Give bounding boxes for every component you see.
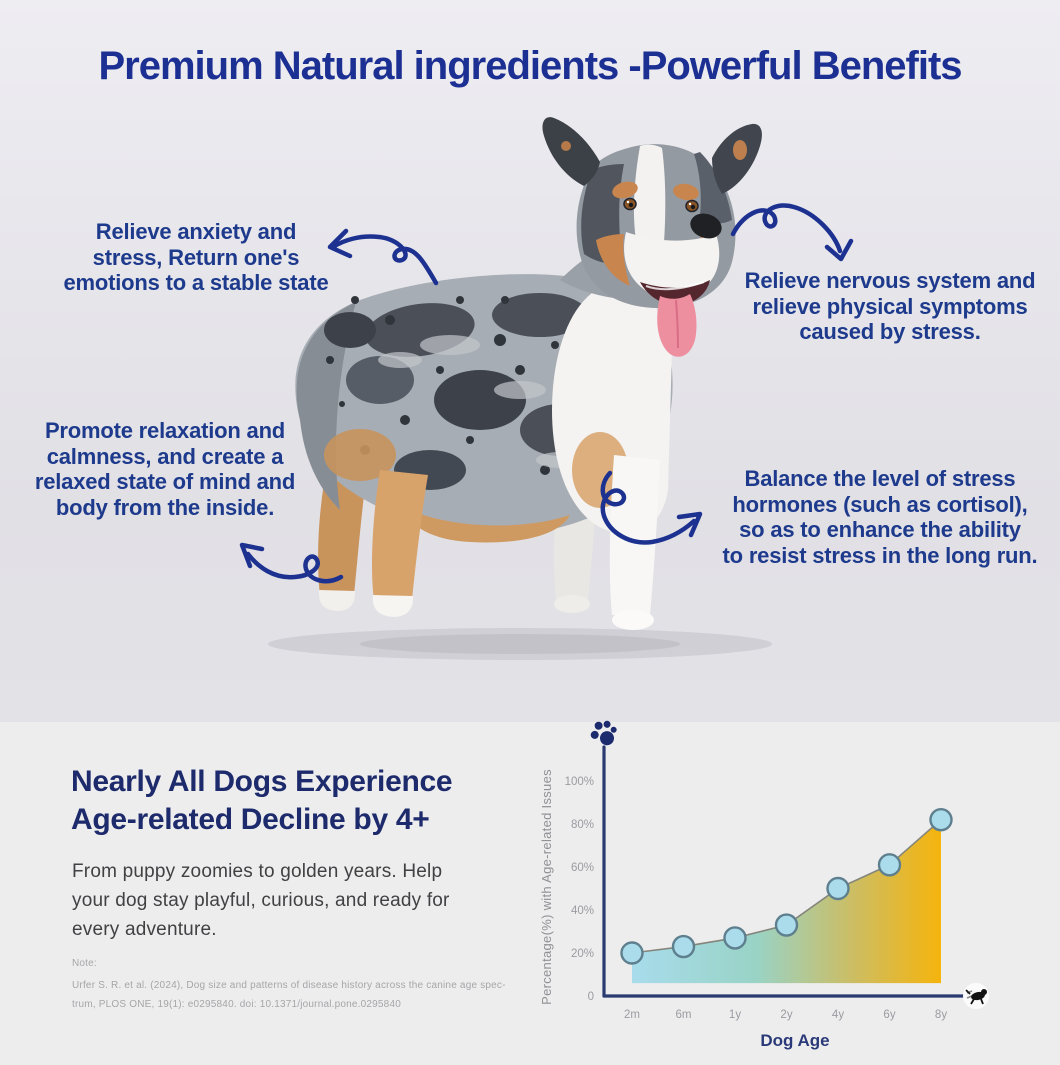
y-tick: 40% bbox=[571, 905, 594, 917]
x-axis-ticks: 2m 6m 1y 2y 4y 6y 8y bbox=[624, 1009, 947, 1021]
y-tick: 80% bbox=[571, 819, 594, 831]
note-label: Note: bbox=[72, 958, 97, 969]
age-decline-chart: 0 20% 40% 60% 80% 100% 2m 6m 1y 2y 4y 6y 8y Percent… bbox=[530, 715, 1060, 1060]
arrow-top-right-icon bbox=[730, 203, 854, 262]
x-tick: 2y bbox=[780, 1009, 792, 1021]
arrow-top-left-icon bbox=[327, 228, 439, 286]
arrow-bottom-left-icon bbox=[239, 542, 344, 584]
stats-body-copy: From puppy zoomies to golden years. Help… bbox=[72, 861, 450, 940]
y-tick: 100% bbox=[565, 776, 594, 788]
dog-photo-illustration bbox=[268, 117, 772, 660]
data-point-6y bbox=[877, 853, 902, 877]
x-tick: 6y bbox=[883, 1009, 895, 1021]
y-tick: 0 bbox=[588, 991, 594, 1003]
arrow-bottom-right-icon bbox=[600, 470, 703, 545]
callout-nervous-system: Relieve nervous system and relieve physi… bbox=[744, 268, 1036, 345]
callout-relaxation: Promote relaxation and calmness, and cre… bbox=[34, 418, 296, 520]
data-point-4y bbox=[826, 876, 850, 901]
x-tick: 2m bbox=[624, 1009, 640, 1021]
callout-cortisol: Balance the level of stress hormones (su… bbox=[722, 466, 1038, 568]
y-tick: 20% bbox=[571, 948, 594, 960]
y-axis-label: Percentage(%) with Age-related Issues bbox=[539, 769, 554, 1005]
x-tick: 6m bbox=[676, 1009, 692, 1021]
chart-data-points bbox=[620, 807, 953, 965]
callout-anxiety: Relieve anxiety and stress, Return one's… bbox=[63, 219, 329, 296]
chart-canvas: 0 20% 40% 60% 80% 100% 2m 6m 1y 2y 4y 6y 8y Percent… bbox=[539, 720, 989, 1050]
x-tick: 1y bbox=[729, 1009, 741, 1021]
chart-area-fill bbox=[632, 819, 941, 984]
x-axis-label: Dog Age bbox=[760, 1031, 829, 1050]
running-dog-icon bbox=[963, 983, 989, 1009]
y-axis-ticks: 0 20% 40% 60% 80% 100% bbox=[565, 776, 594, 1003]
data-point-2y bbox=[774, 913, 799, 937]
page-title: Premium Natural ingredients -Powerful Be… bbox=[98, 44, 962, 88]
y-tick: 60% bbox=[571, 862, 594, 874]
x-tick: 4y bbox=[832, 1009, 844, 1021]
data-point-2m bbox=[620, 941, 644, 965]
hero-artwork bbox=[239, 117, 854, 660]
callout-arrows bbox=[239, 203, 854, 584]
paw-icon bbox=[590, 720, 617, 746]
data-point-8y bbox=[929, 807, 953, 832]
citation-text: Urfer S. R. et al. (2024), Dog size and … bbox=[72, 980, 506, 1010]
stats-heading: Nearly All Dogs Experience Age-related D… bbox=[71, 765, 453, 836]
data-point-1y bbox=[723, 926, 747, 950]
data-point-6m bbox=[671, 934, 696, 959]
x-tick: 8y bbox=[935, 1009, 947, 1021]
